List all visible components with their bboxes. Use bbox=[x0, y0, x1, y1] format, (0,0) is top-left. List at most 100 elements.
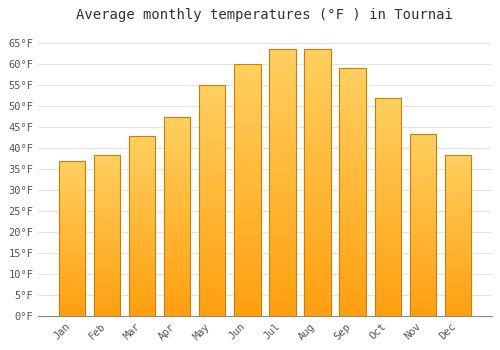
Bar bbox=[129, 226, 156, 230]
Bar bbox=[340, 188, 366, 193]
Bar bbox=[94, 187, 120, 190]
Bar bbox=[129, 273, 156, 277]
Bar bbox=[270, 220, 295, 226]
Bar bbox=[410, 163, 436, 167]
Bar bbox=[199, 108, 226, 113]
Bar bbox=[234, 175, 260, 180]
Bar bbox=[234, 201, 260, 205]
Bar bbox=[59, 254, 85, 257]
Bar bbox=[304, 162, 330, 167]
Bar bbox=[374, 251, 401, 255]
Bar bbox=[270, 300, 295, 306]
Bar bbox=[129, 183, 156, 186]
Bar bbox=[199, 164, 226, 168]
Bar bbox=[374, 299, 401, 303]
Bar bbox=[164, 121, 190, 125]
Bar bbox=[234, 79, 260, 84]
Bar bbox=[410, 137, 436, 141]
Bar bbox=[94, 248, 120, 252]
Bar bbox=[59, 167, 85, 170]
Bar bbox=[304, 210, 330, 215]
Bar bbox=[59, 276, 85, 279]
Bar bbox=[199, 284, 226, 289]
Bar bbox=[164, 276, 190, 280]
Bar bbox=[304, 146, 330, 151]
Bar bbox=[410, 265, 436, 269]
Bar bbox=[410, 152, 436, 155]
Bar bbox=[340, 242, 366, 247]
Bar bbox=[374, 268, 401, 273]
Bar bbox=[340, 197, 366, 202]
Bar bbox=[304, 87, 330, 92]
Bar bbox=[270, 188, 295, 194]
Bar bbox=[164, 189, 190, 192]
Bar bbox=[129, 237, 156, 240]
Bar bbox=[340, 262, 366, 267]
Bar bbox=[270, 306, 295, 311]
Bar bbox=[59, 211, 85, 214]
Bar bbox=[340, 93, 366, 98]
Bar bbox=[94, 271, 120, 274]
Bar bbox=[164, 248, 190, 253]
Bar bbox=[164, 173, 190, 177]
Bar bbox=[270, 252, 295, 258]
Bar bbox=[270, 194, 295, 199]
Bar bbox=[234, 89, 260, 94]
Bar bbox=[164, 193, 190, 197]
Bar bbox=[199, 178, 226, 182]
Bar bbox=[129, 309, 156, 313]
Bar bbox=[270, 65, 295, 71]
Bar bbox=[340, 257, 366, 262]
Bar bbox=[444, 187, 471, 190]
Bar bbox=[444, 300, 471, 303]
Bar bbox=[59, 248, 85, 251]
Bar bbox=[410, 240, 436, 243]
Bar bbox=[304, 135, 330, 140]
Bar bbox=[59, 161, 85, 316]
Bar bbox=[340, 128, 366, 133]
Bar bbox=[270, 167, 295, 172]
Bar bbox=[94, 184, 120, 187]
Bar bbox=[129, 135, 156, 139]
Bar bbox=[94, 155, 120, 158]
Bar bbox=[164, 212, 190, 217]
Bar bbox=[444, 216, 471, 219]
Bar bbox=[444, 236, 471, 239]
Bar bbox=[129, 179, 156, 183]
Bar bbox=[374, 98, 401, 102]
Bar bbox=[129, 194, 156, 197]
Bar bbox=[444, 194, 471, 197]
Bar bbox=[59, 251, 85, 254]
Bar bbox=[59, 260, 85, 264]
Bar bbox=[304, 55, 330, 60]
Bar bbox=[199, 182, 226, 187]
Bar bbox=[444, 242, 471, 245]
Bar bbox=[129, 211, 156, 215]
Bar bbox=[234, 296, 260, 301]
Bar bbox=[59, 170, 85, 173]
Bar bbox=[410, 294, 436, 298]
Bar bbox=[444, 232, 471, 236]
Bar bbox=[410, 280, 436, 284]
Bar bbox=[59, 245, 85, 248]
Bar bbox=[164, 125, 190, 129]
Bar bbox=[444, 206, 471, 210]
Bar bbox=[374, 120, 401, 124]
Bar bbox=[374, 155, 401, 159]
Bar bbox=[340, 222, 366, 227]
Bar bbox=[340, 296, 366, 302]
Bar bbox=[59, 288, 85, 292]
Bar bbox=[94, 216, 120, 219]
Bar bbox=[304, 306, 330, 311]
Bar bbox=[374, 141, 401, 146]
Bar bbox=[374, 225, 401, 229]
Bar bbox=[94, 223, 120, 226]
Bar bbox=[94, 210, 120, 213]
Bar bbox=[270, 60, 295, 65]
Bar bbox=[59, 298, 85, 301]
Bar bbox=[234, 125, 260, 130]
Bar bbox=[234, 180, 260, 185]
Bar bbox=[270, 172, 295, 177]
Bar bbox=[410, 155, 436, 159]
Bar bbox=[94, 161, 120, 164]
